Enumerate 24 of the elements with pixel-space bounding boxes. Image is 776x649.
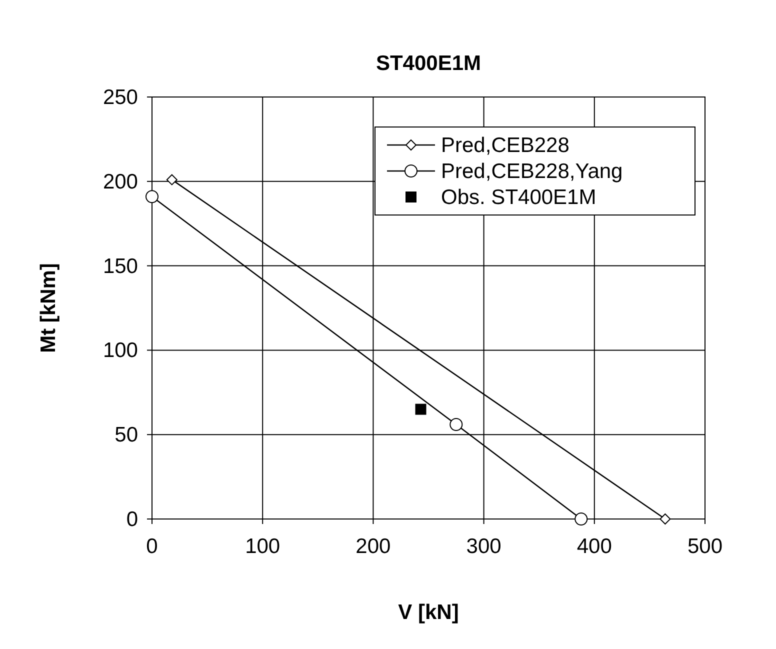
y-tick-label: 200 — [102, 170, 138, 194]
chart-title: ST400E1M — [376, 52, 482, 75]
legend-label: Pred,CEB228 — [441, 134, 570, 157]
point — [166, 174, 178, 186]
y-tick-label: 0 — [126, 508, 138, 531]
legend-label: Obs. ST400E1M — [441, 186, 596, 209]
point — [574, 512, 588, 526]
y-axis-title: Mt [kNm] — [37, 263, 60, 353]
x-tick-label: 0 — [146, 535, 158, 558]
x-tick-label: 200 — [356, 535, 391, 558]
x-tick-label: 100 — [245, 535, 280, 558]
x-tick-label: 300 — [466, 535, 502, 558]
y-tick-label: 50 — [114, 424, 138, 447]
x-tick-label: 400 — [576, 535, 612, 558]
legend-label: Pred,CEB228,Yang — [441, 160, 623, 183]
point — [450, 418, 463, 431]
y-tick-label: 150 — [102, 254, 138, 278]
point — [146, 190, 158, 204]
y-tick-label: 100 — [102, 339, 138, 362]
y-tick-label: 250 — [102, 86, 138, 109]
point — [415, 404, 426, 415]
x-axis-title: V [kN] — [398, 601, 459, 624]
point — [660, 514, 671, 524]
x-tick-label: 500 — [687, 535, 723, 558]
